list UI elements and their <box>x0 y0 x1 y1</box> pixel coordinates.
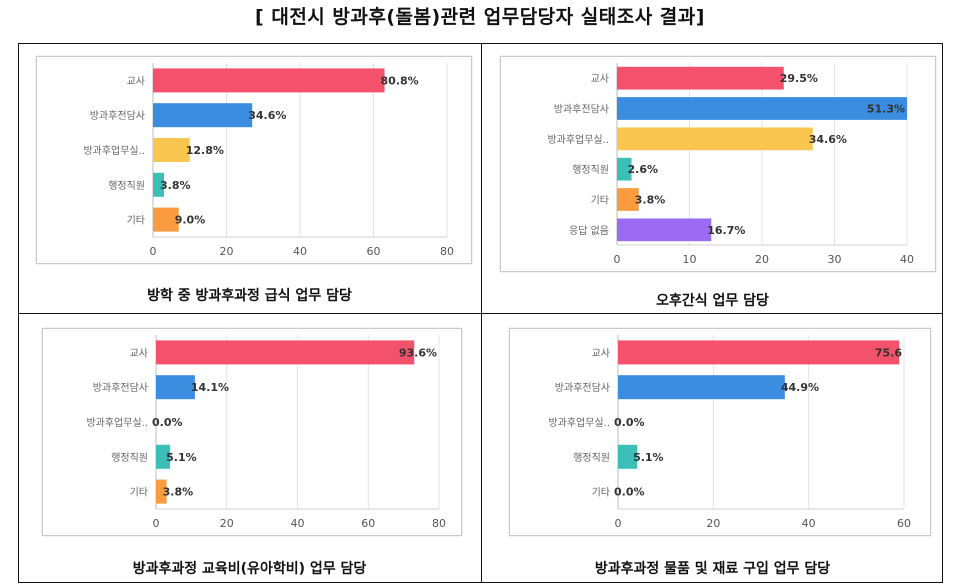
chart-caption-2: 오후간식 업무 담당 <box>656 293 769 309</box>
chart-frame-3: 0 20 40 60 80 교사 93.6% 방과후전담사 14.1% 방과후업무실.. 0.0% 행… <box>42 328 462 536</box>
x-tick-label: 20 <box>755 253 769 266</box>
data-label: 0.0% <box>152 416 183 429</box>
bar <box>153 172 165 197</box>
data-label: 34.6% <box>809 133 847 146</box>
bar <box>153 207 179 232</box>
x-tick-label: 0 <box>614 253 621 266</box>
x-tick-label: 80 <box>432 517 446 530</box>
chart-frame-1: 0 20 40 60 80 교사 80.8% 방과후전담사 34.6% 방과후업무실.. 12.8%… <box>36 56 472 264</box>
bar <box>156 479 167 504</box>
category-label: 방과후전담사 <box>90 110 145 122</box>
bar <box>618 375 785 400</box>
bar <box>618 340 900 365</box>
category-label: 방과후전담사 <box>554 104 609 116</box>
data-label: 2.6% <box>628 163 659 176</box>
data-label: 3.8% <box>160 179 191 192</box>
bar <box>153 103 253 128</box>
data-label: 16.7% <box>707 224 745 237</box>
category-label: 방과후업무실.. <box>547 133 609 146</box>
chart-snack-duty: 0 10 20 30 40 교사 29.5% 방과후전담사 51.3% 방과후업무실.. 34.6%… <box>547 63 914 266</box>
data-label: 44.9% <box>781 381 819 394</box>
x-tick-label: 40 <box>900 253 914 266</box>
bar <box>153 68 385 93</box>
data-label: 3.8% <box>635 194 666 207</box>
chart-frame-2: 0 10 20 30 40 교사 29.5% 방과후전담사 51.3% 방과후업무실.. 34.6%… <box>500 56 936 272</box>
data-label: 29.5% <box>780 72 818 85</box>
category-label: 방과후업무실.. <box>548 416 610 429</box>
chart-caption-1: 방학 중 방과후과정 급식 업무 담당 <box>147 288 352 304</box>
chart-caption-4: 방과후과정 물품 및 재료 구입 업무 담당 <box>594 561 831 577</box>
x-tick-label: 30 <box>828 253 842 266</box>
x-tick-label: 0 <box>615 517 622 530</box>
data-label: 5.1% <box>633 451 664 464</box>
category-label: 방과후전담사 <box>555 382 610 394</box>
category-label: 기타 <box>127 215 145 227</box>
category-label: 교사 <box>130 347 148 359</box>
data-label: 93.6% <box>399 346 437 359</box>
bar <box>617 157 632 181</box>
x-tick-label: 10 <box>683 253 697 266</box>
bar <box>618 444 638 469</box>
chart-lunch-duty: 0 20 40 60 80 교사 80.8% 방과후전담사 34.6% 방과후업무실.. 12.8%… <box>83 63 454 258</box>
chart-caption-3: 방과후과정 교육비(유아학비) 업무 담당 <box>132 561 367 577</box>
category-label: 기타 <box>592 487 610 499</box>
category-label: 행정직원 <box>572 164 609 176</box>
bar <box>617 218 712 242</box>
x-tick-label: 60 <box>897 517 911 530</box>
x-tick-label: 40 <box>291 517 305 530</box>
data-label: 80.8% <box>381 74 419 87</box>
category-label: 행정직원 <box>111 452 148 464</box>
grid-divider-horizontal <box>18 313 943 314</box>
x-tick-label: 20 <box>220 517 234 530</box>
x-tick-label: 40 <box>293 245 307 258</box>
data-label: 12.8% <box>186 144 224 157</box>
category-label: 교사 <box>592 347 610 359</box>
bar <box>153 138 190 162</box>
page-title: [ 대전시 방과후(돌봄)관련 업무담당자 실태조사 결과] <box>255 6 705 28</box>
x-tick-label: 60 <box>367 245 381 258</box>
data-label: 51.3% <box>867 103 905 116</box>
bar <box>156 444 171 469</box>
data-label: 5.1% <box>166 451 197 464</box>
x-tick-label: 60 <box>361 517 375 530</box>
x-tick-label: 0 <box>150 245 157 258</box>
x-tick-label: 0 <box>153 517 160 530</box>
category-label: 응답 없음 <box>569 224 609 237</box>
category-label: 방과후업무실.. <box>86 416 148 429</box>
data-label: 75.6 <box>875 346 902 359</box>
data-label: 3.8% <box>163 486 194 499</box>
category-label: 교사 <box>127 75 145 87</box>
bar <box>617 188 639 211</box>
category-label: 행정직원 <box>573 452 610 464</box>
category-label: 행정직원 <box>108 180 145 192</box>
x-tick-label: 20 <box>220 245 234 258</box>
chart-supplies-duty: 0 20 40 60 교사 75.6 방과후전담사 44.9% 방과후업무실.. 0.0% 행정직원… <box>548 335 911 530</box>
x-tick-label: 40 <box>802 517 816 530</box>
chart-frame-4: 0 20 40 60 교사 75.6 방과후전담사 44.9% 방과후업무실.. 0.0% 행정직원… <box>509 328 931 536</box>
bar <box>617 66 784 90</box>
x-tick-label: 80 <box>440 245 454 258</box>
category-label: 기타 <box>130 487 148 499</box>
bar <box>617 127 813 151</box>
data-label: 0.0% <box>614 416 645 429</box>
bar <box>617 97 907 120</box>
data-label: 0.0% <box>614 486 645 499</box>
bar <box>156 340 415 365</box>
category-label: 방과후전담사 <box>93 382 148 394</box>
data-label: 14.1% <box>191 381 229 394</box>
chart-tuition-duty: 0 20 40 60 80 교사 93.6% 방과후전담사 14.1% 방과후업무실.. 0.0% 행… <box>86 335 446 530</box>
data-label: 34.6% <box>248 109 286 122</box>
bar <box>156 375 195 400</box>
category-label: 기타 <box>591 195 609 207</box>
category-label: 방과후업무실.. <box>83 144 145 157</box>
category-label: 교사 <box>591 73 609 85</box>
data-label: 9.0% <box>175 214 206 227</box>
x-tick-label: 20 <box>706 517 720 530</box>
